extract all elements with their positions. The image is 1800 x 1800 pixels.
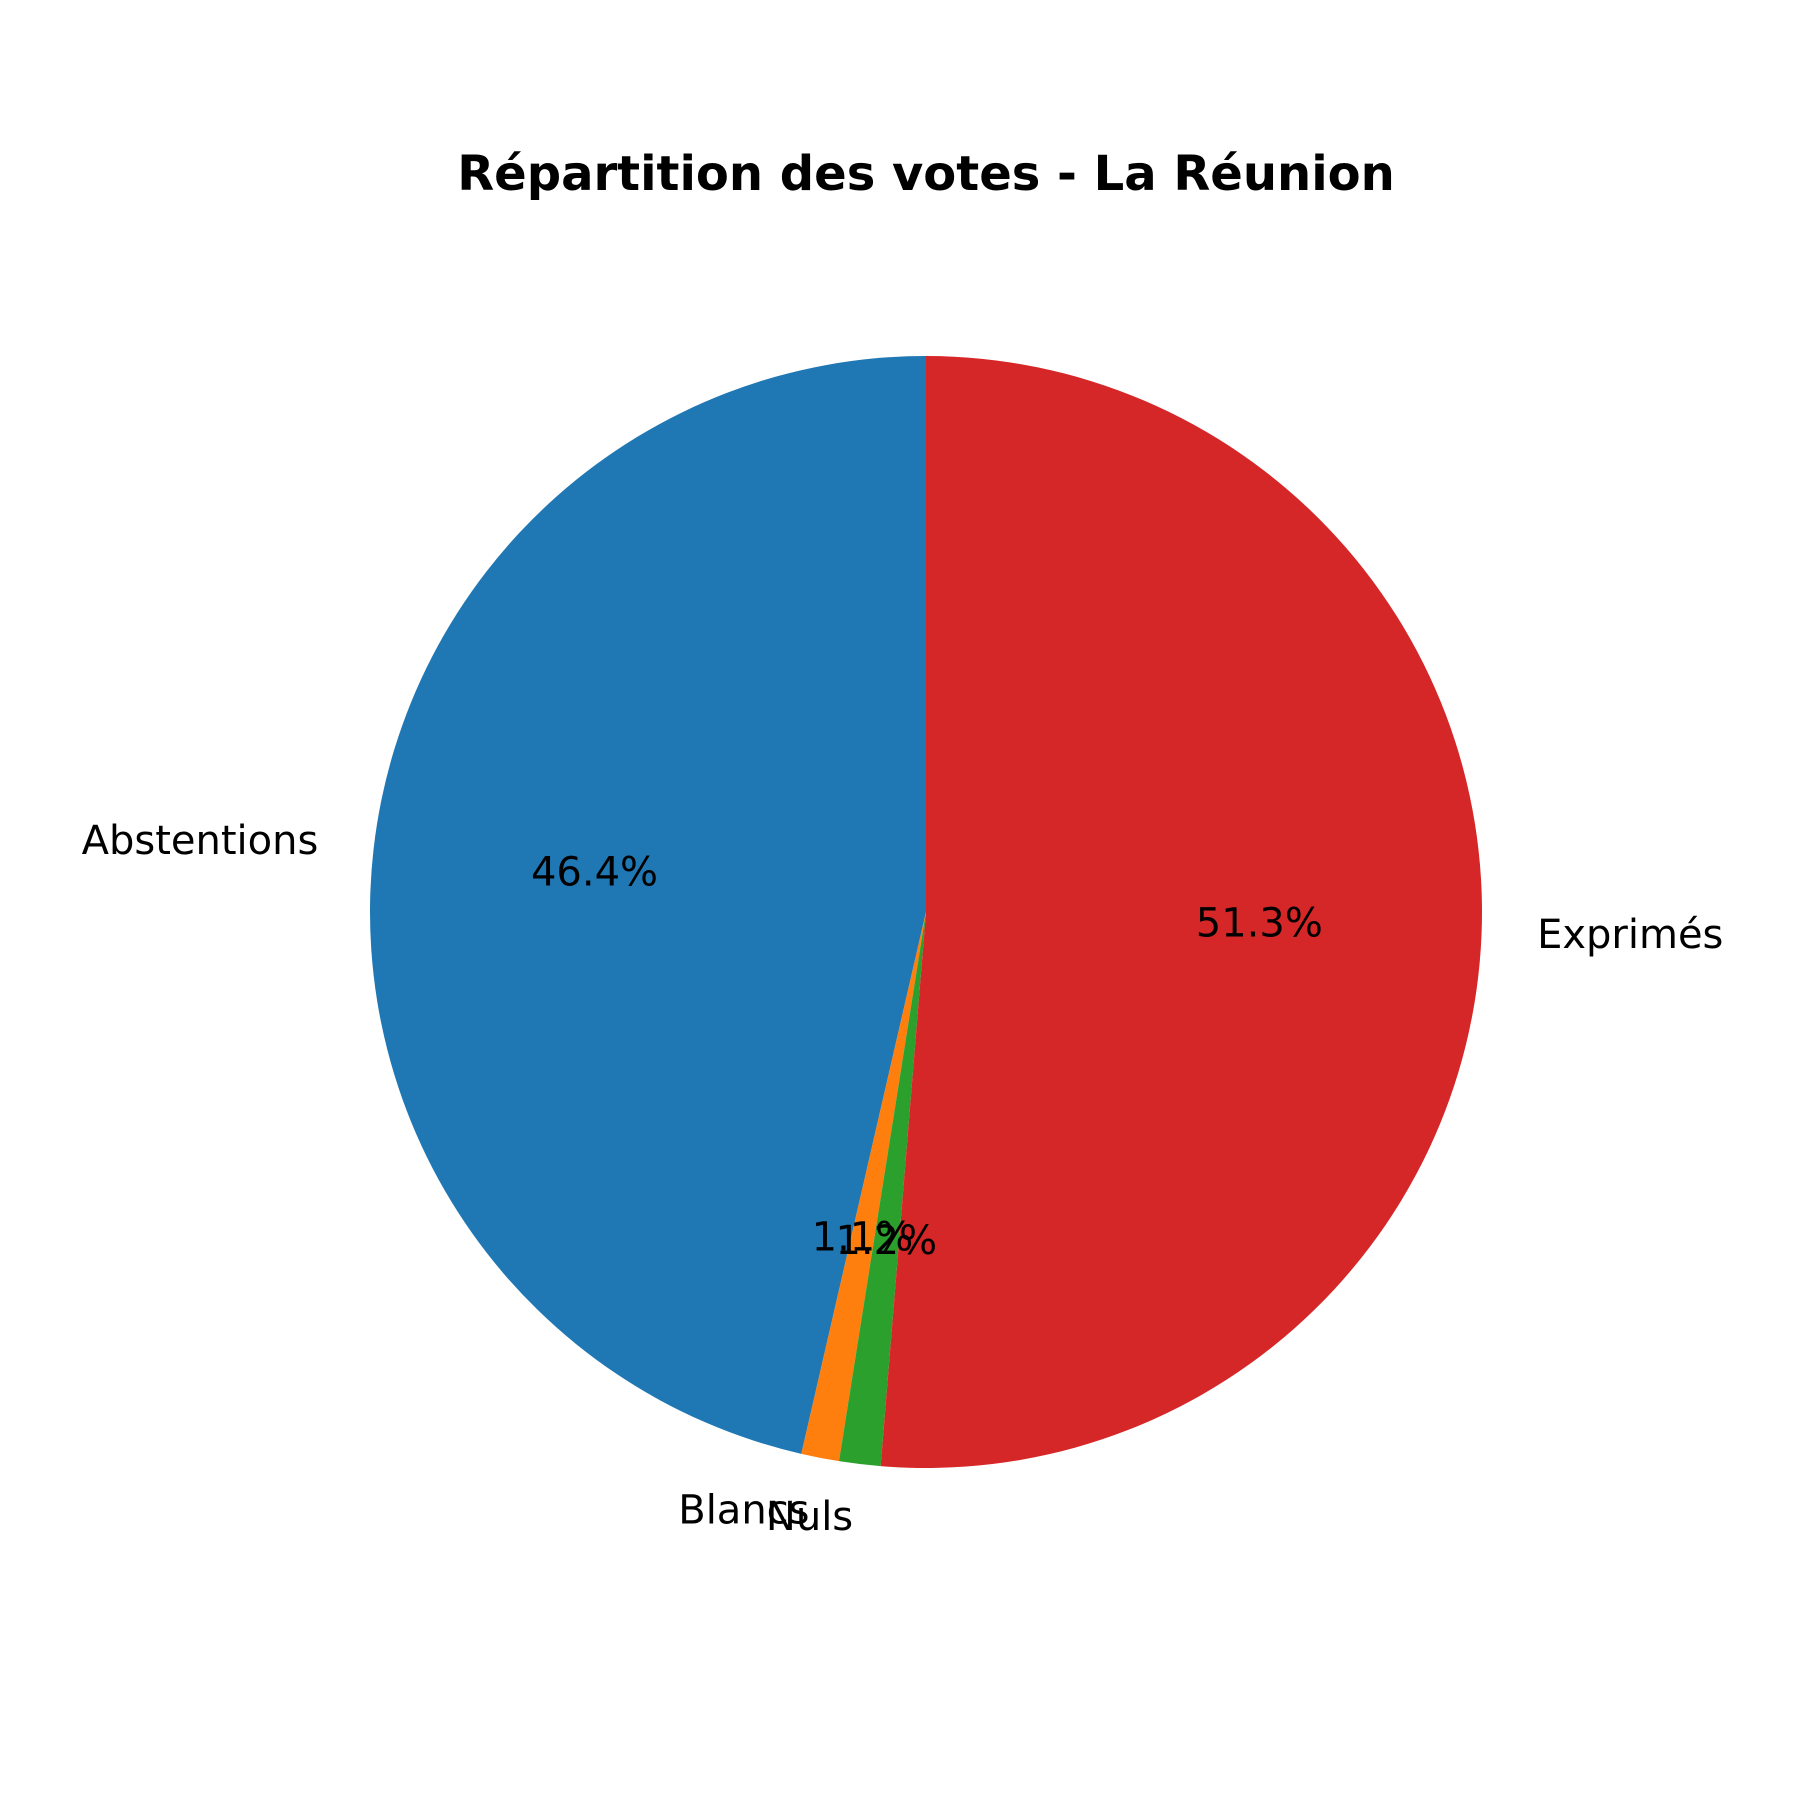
slice-label: Blancs — [678, 1487, 809, 1533]
percent-labels: 46.4% 1.1%1.2% 51.3% — [531, 849, 1323, 1264]
percent-label: 46.4% — [531, 849, 658, 895]
pie-slice-exprimes — [880, 356, 1482, 1468]
pie-slice-blancs — [801, 912, 926, 1462]
pie-slice-abstentions — [369, 356, 926, 1454]
pie-slices — [369, 356, 1482, 1468]
percent-label: 1.2% — [835, 1218, 937, 1264]
percent-label: 1.1% — [812, 1214, 914, 1260]
slice-label: Nuls — [766, 1494, 853, 1540]
slice-label: Exprimés — [1537, 912, 1723, 958]
percent-label: 51.3% — [1196, 901, 1323, 947]
slice-label: Abstentions — [82, 818, 319, 864]
pie-slice-nuls — [839, 912, 926, 1467]
chart-title: Répartition des votes - La Réunion — [457, 146, 1395, 202]
